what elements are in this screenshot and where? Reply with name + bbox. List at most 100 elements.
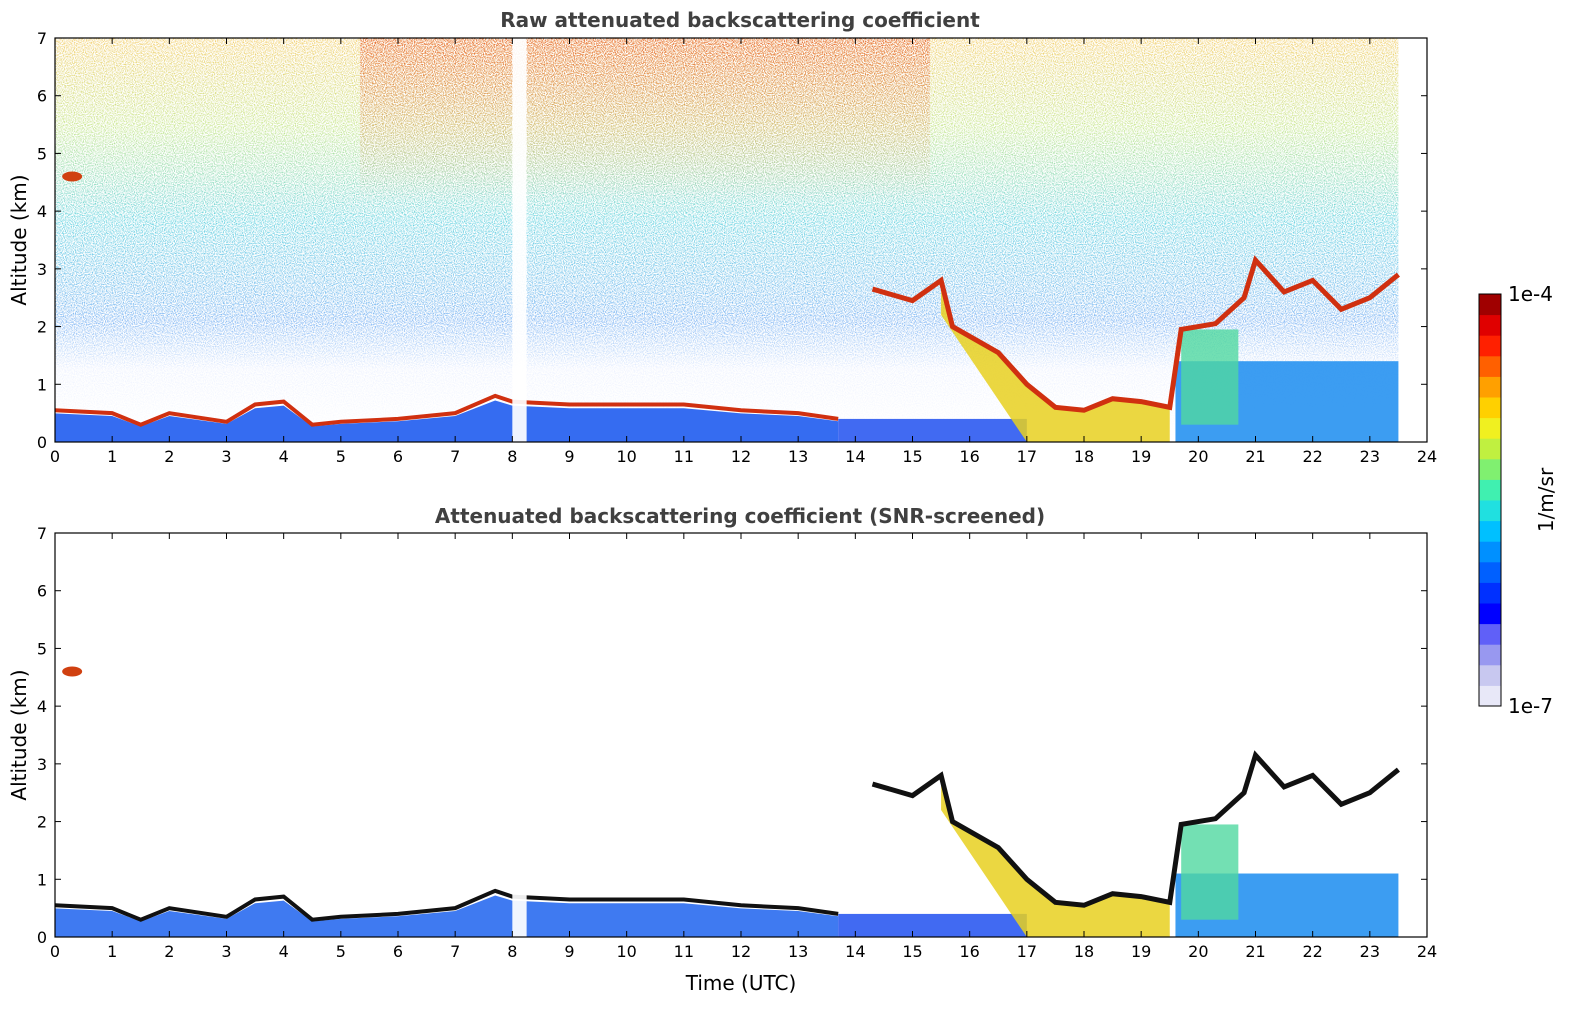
colorbar-swatch: [1479, 335, 1501, 357]
colorbar-swatch: [1479, 458, 1501, 480]
panel-raw-heatmap: [54, 38, 1427, 442]
x-tick-label: 6: [393, 942, 403, 961]
x-tick-label: 22: [1302, 447, 1322, 466]
x-tick-label: 2: [164, 942, 174, 961]
raw-high-signal-band: [360, 38, 930, 288]
no-data-strip: [1398, 533, 1427, 937]
x-tick-label: 18: [1074, 447, 1094, 466]
virga-region: [941, 775, 1170, 937]
y-tick-label: 4: [37, 697, 47, 716]
no-data-strip: [1398, 38, 1427, 442]
x-tick-label: 3: [221, 942, 231, 961]
x-tick-label: 14: [845, 942, 865, 961]
colorbar-swatch: [1479, 438, 1501, 460]
panel-screened-title: Attenuated backscattering coefficient (S…: [435, 504, 1045, 528]
x-tick-label: 21: [1245, 447, 1265, 466]
x-tick-label: 23: [1360, 942, 1380, 961]
x-tick-label: 8: [507, 942, 517, 961]
evening-virga: [1181, 329, 1239, 425]
x-tick-label: 10: [616, 942, 636, 961]
y-tick-label: 5: [37, 144, 47, 163]
x-tick-label: 20: [1188, 942, 1208, 961]
panel-screened-ylabel: Altitude (km): [7, 669, 31, 800]
x-tick-label: 4: [279, 447, 289, 466]
y-tick-label: 7: [37, 524, 47, 543]
x-tick-label: 12: [731, 447, 751, 466]
x-tick-label: 24: [1417, 447, 1437, 466]
x-tick-label: 14: [845, 447, 865, 466]
x-tick-label: 0: [50, 447, 60, 466]
colorbar-swatch: [1479, 644, 1501, 666]
boundary-layer-top-line: [54, 393, 839, 427]
x-tick-label: 16: [959, 447, 979, 466]
colorbar-swatch: [1479, 500, 1501, 522]
x-tick-label: 10: [616, 447, 636, 466]
colorbar-max-label: 1e-4: [1508, 282, 1553, 306]
colorbar-swatch: [1479, 417, 1501, 439]
colorbar-swatch: [1479, 397, 1501, 419]
y-tick-label: 7: [37, 29, 47, 48]
missing-data-stripe: [512, 38, 527, 442]
x-tick-label: 1: [107, 942, 117, 961]
x-tick-label: 1: [107, 447, 117, 466]
surface-aerosol: [838, 913, 1027, 937]
x-tick-label: 11: [674, 942, 694, 961]
panel-raw: Raw attenuated backscattering coefficien…: [7, 8, 1437, 466]
x-tick-label: 21: [1245, 942, 1265, 961]
x-tick-label: 16: [959, 942, 979, 961]
colorbar-swatch: [1479, 294, 1501, 316]
x-tick-label: 19: [1131, 942, 1151, 961]
x-tick-label: 7: [450, 447, 460, 466]
y-tick-label: 3: [37, 755, 47, 774]
y-tick-label: 5: [37, 639, 47, 658]
colorbar-swatch: [1479, 582, 1501, 604]
boundary-layer-aerosol: [55, 895, 839, 937]
y-tick-label: 0: [37, 928, 47, 947]
y-tick-label: 2: [37, 318, 47, 337]
x-tick-label: 17: [1017, 447, 1037, 466]
colorbar-swatch: [1479, 479, 1501, 501]
colorbar-swatch: [1479, 561, 1501, 583]
x-tick-label: 23: [1360, 447, 1380, 466]
colorbar-label: 1/m/sr: [1534, 467, 1558, 532]
colorbar-min-label: 1e-7: [1508, 694, 1553, 718]
evening-virga: [1181, 824, 1239, 920]
x-tick-label: 2: [164, 447, 174, 466]
y-tick-label: 6: [37, 582, 47, 601]
colorbar-swatch: [1479, 664, 1501, 686]
colorbar-swatch: [1479, 541, 1501, 563]
colorbar-frame: [1478, 293, 1502, 707]
x-tick-label: 0: [50, 942, 60, 961]
y-tick-label: 1: [37, 870, 47, 889]
x-tick-label: 7: [450, 942, 460, 961]
panel-raw-title: Raw attenuated backscattering coefficien…: [500, 8, 980, 32]
surface-aerosol: [838, 418, 1027, 442]
colorbar-swatch: [1479, 355, 1501, 377]
x-tick-label: 20: [1188, 447, 1208, 466]
x-tick-label: 13: [788, 447, 808, 466]
elevated-cloud-line: [871, 255, 1400, 413]
x-tick-label: 11: [674, 447, 694, 466]
colorbar-swatch: [1479, 520, 1501, 542]
missing-data-stripe: [512, 885, 527, 937]
x-tick-label: 5: [336, 447, 346, 466]
y-tick-label: 0: [37, 433, 47, 452]
y-tick-label: 6: [37, 87, 47, 106]
x-tick-label: 15: [902, 942, 922, 961]
x-tick-label: 3: [221, 447, 231, 466]
panel-screened-xlabel: Time (UTC): [685, 971, 797, 995]
x-tick-label: 5: [336, 942, 346, 961]
y-tick-label: 4: [37, 202, 47, 221]
colorbar-swatch: [1479, 623, 1501, 645]
x-tick-label: 22: [1302, 942, 1322, 961]
boundary-layer-top-line: [54, 888, 839, 922]
x-tick-label: 4: [279, 942, 289, 961]
colorbar-swatch: [1479, 314, 1501, 336]
colorbar: 1e-4 1e-7 1/m/sr: [1478, 282, 1558, 718]
x-tick-label: 24: [1417, 942, 1437, 961]
panel-raw-ylabel: Altitude (km): [7, 174, 31, 305]
x-tick-label: 12: [731, 942, 751, 961]
y-tick-label: 1: [37, 375, 47, 394]
colorbar-swatch: [1479, 376, 1501, 398]
